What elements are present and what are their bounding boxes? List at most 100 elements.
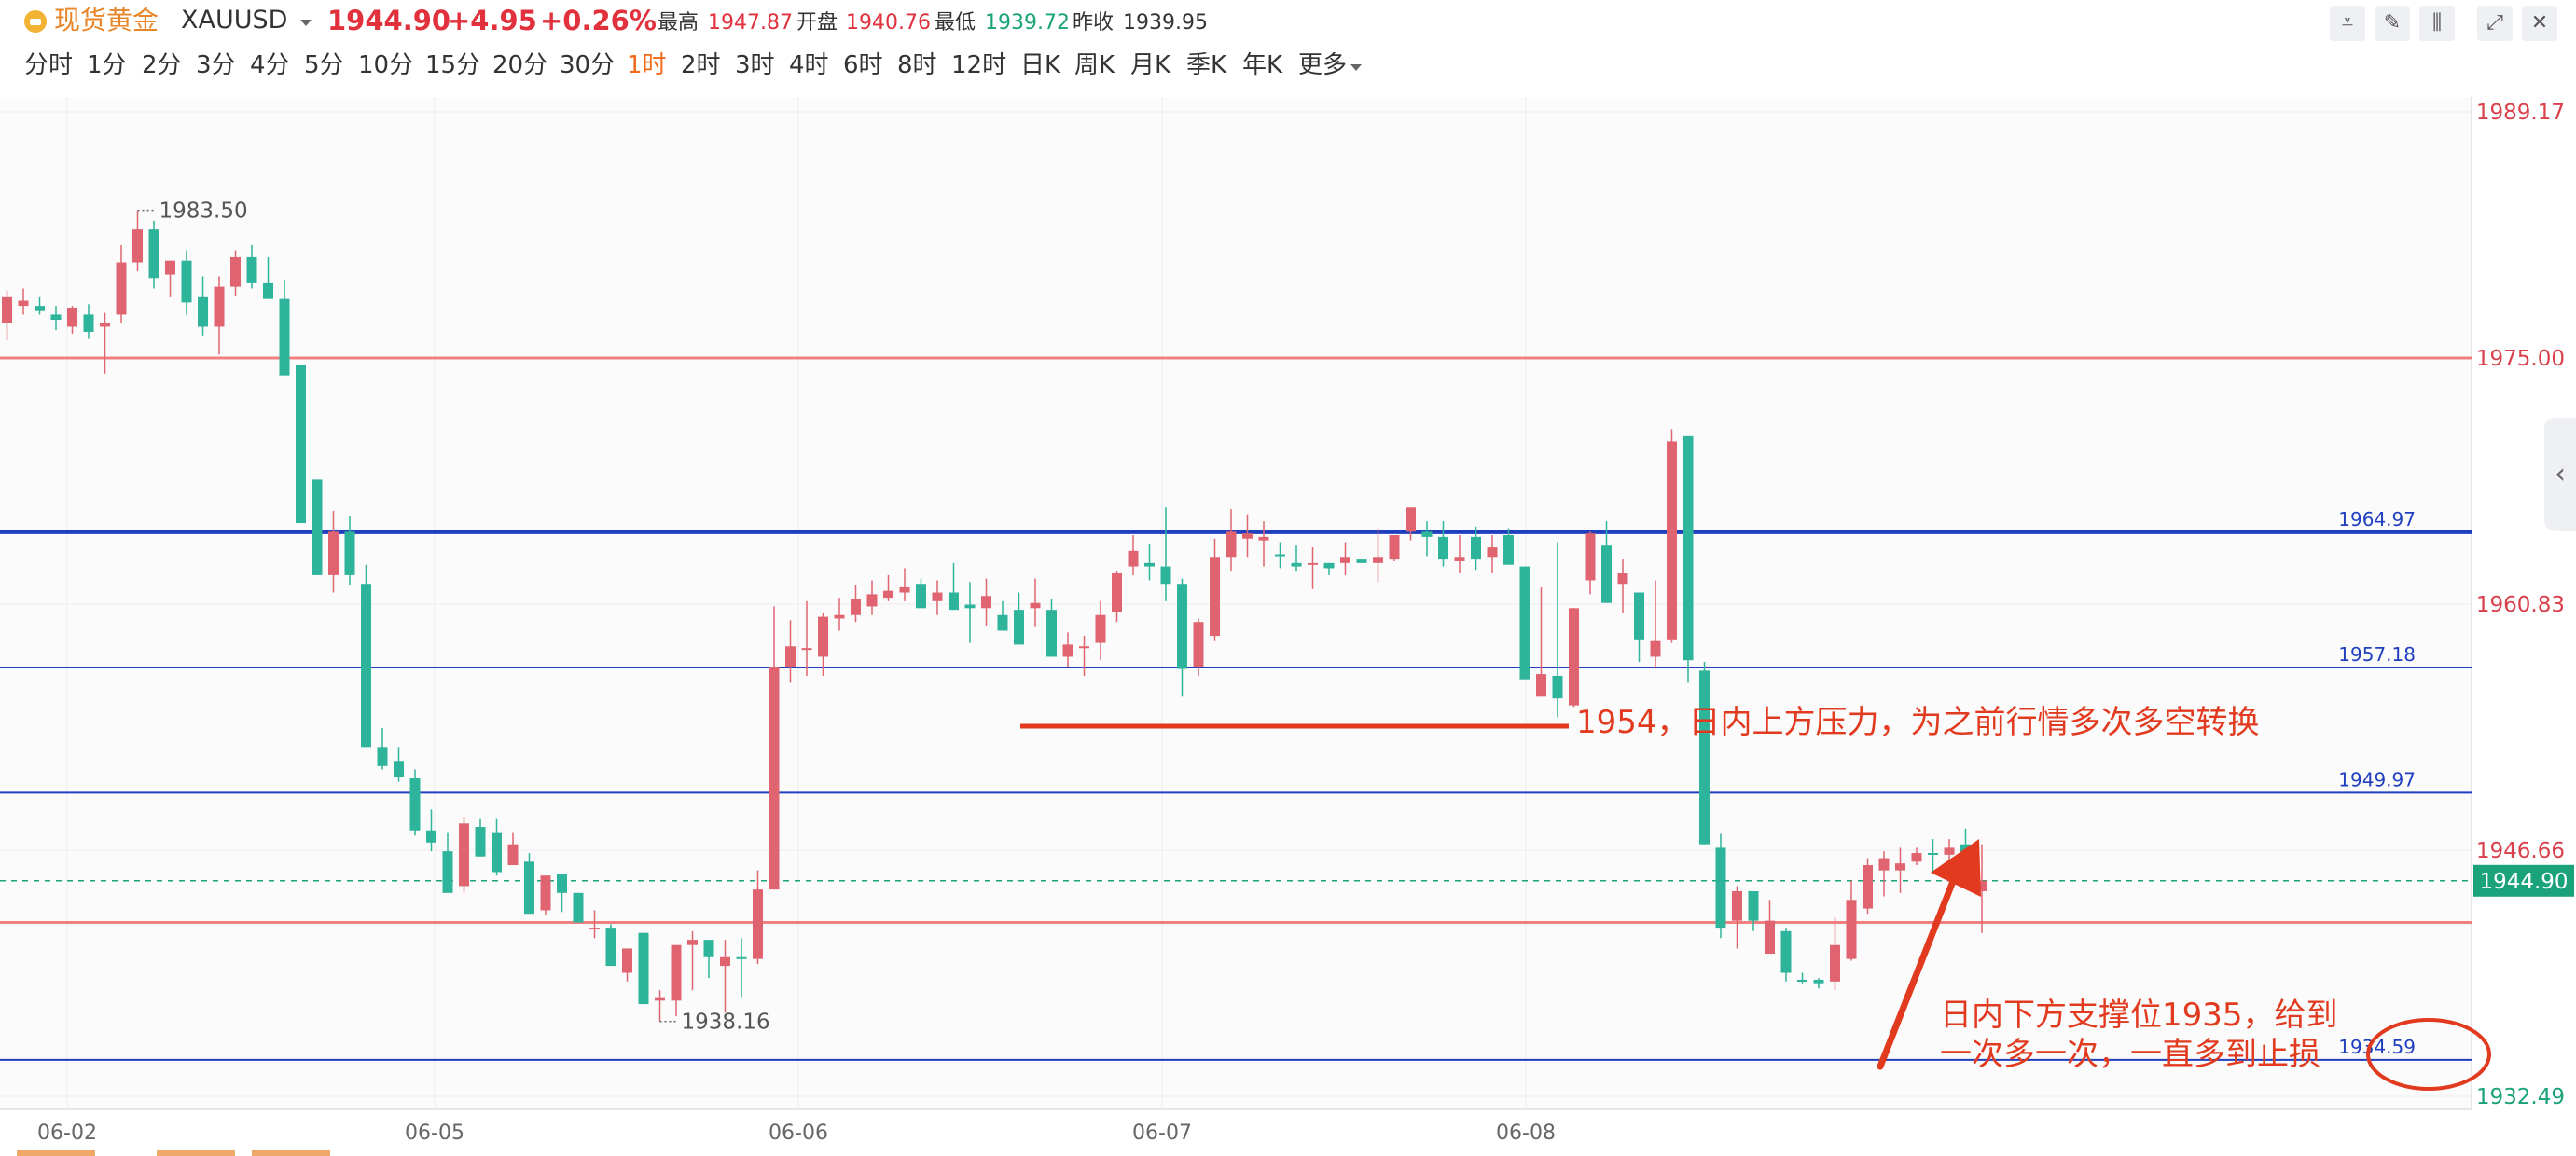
candle-body xyxy=(1275,554,1285,557)
tab-period[interactable]: 1分 xyxy=(87,51,127,79)
tab-period[interactable]: 3分 xyxy=(196,51,236,79)
support-annotation-line1: 日内下方支撑位1935，给到 xyxy=(1940,997,2338,1034)
quote-bar: 现货黄金 XAUUSD 1944.90 +4.95 +0.26% 最高 1947… xyxy=(0,0,2576,41)
tab-period-active[interactable]: 1时 xyxy=(627,51,667,79)
candle-body xyxy=(1895,863,1905,871)
x-tick-label: 06-02 xyxy=(37,1122,97,1145)
arrow-up-icon xyxy=(1931,839,1981,897)
candle-body xyxy=(736,956,747,959)
stat-prevclose-value: 1939.95 xyxy=(1123,11,1208,34)
tab-period[interactable]: 5分 xyxy=(304,51,344,79)
candle-body xyxy=(1014,610,1024,645)
candle-body xyxy=(1406,507,1416,532)
tab-period[interactable]: 4分 xyxy=(250,51,290,79)
candle-body xyxy=(409,778,421,831)
low-marker-label: 1938.16 xyxy=(682,1011,770,1035)
resistance-annotation: 1954，日内上方压力，为之前行情多次多空转换 xyxy=(1576,704,2260,741)
candle-body xyxy=(1258,536,1269,541)
close-icon[interactable]: ✕ xyxy=(2522,6,2557,41)
chevron-left-icon[interactable]: ‹ xyxy=(2544,418,2576,531)
footer-tab[interactable] xyxy=(252,1150,330,1156)
candle-body xyxy=(769,667,780,890)
expand-icon[interactable]: ⤢ xyxy=(2477,6,2513,41)
candle-body xyxy=(1030,602,1041,609)
tab-period[interactable]: 30分 xyxy=(560,51,616,79)
candle-body xyxy=(312,479,323,575)
candle-body xyxy=(834,614,845,619)
footer-tab[interactable] xyxy=(17,1150,95,1156)
tab-period[interactable]: 8时 xyxy=(897,51,937,79)
tab-period[interactable]: 15分 xyxy=(425,51,481,79)
candle-body xyxy=(851,599,861,615)
stat-open-label: 开盘 xyxy=(796,11,838,34)
candle-body xyxy=(1667,441,1677,640)
more-periods[interactable]: 更多 xyxy=(1298,51,1348,79)
candle-body xyxy=(230,256,241,287)
last-price: 1944.90 xyxy=(327,5,451,36)
annotation-arrow-shaft xyxy=(1877,863,1962,1070)
tab-period[interactable]: 3时 xyxy=(735,51,775,79)
footer-tab[interactable] xyxy=(157,1150,235,1156)
tab-period[interactable]: 季K xyxy=(1186,51,1227,79)
blue-level-label: 1949.97 xyxy=(2338,768,2416,791)
candle-body xyxy=(671,944,682,1001)
symbol-selector[interactable]: XAUUSD xyxy=(181,6,288,34)
line-draw-icon[interactable]: ⩡ xyxy=(2330,6,2365,41)
candle-body xyxy=(1438,536,1448,560)
tab-period[interactable]: 日K xyxy=(1020,51,1061,79)
candle-body xyxy=(181,260,192,303)
candle-body xyxy=(1617,573,1628,585)
candle-body xyxy=(899,586,910,593)
candle-body xyxy=(35,306,45,311)
candle-body xyxy=(1797,979,1807,982)
y-tick-label: 1975.00 xyxy=(2476,347,2565,371)
candle-body xyxy=(1878,858,1890,871)
candle-body xyxy=(801,648,812,651)
y-tick-label: 1960.83 xyxy=(2476,593,2565,617)
tab-period[interactable]: 10分 xyxy=(358,51,414,79)
tab-period[interactable]: 分时 xyxy=(24,51,74,79)
tab-period[interactable]: 2时 xyxy=(681,51,721,79)
candle-body xyxy=(1552,675,1563,699)
chevron-down-icon[interactable] xyxy=(1350,64,1362,71)
candle-body xyxy=(687,940,698,945)
candle-body xyxy=(703,940,714,957)
candle-body xyxy=(753,889,763,959)
x-tick-label: 06-06 xyxy=(769,1122,828,1145)
candle-body xyxy=(1046,610,1057,657)
tab-period[interactable]: 4时 xyxy=(789,51,829,79)
candle-body xyxy=(492,832,502,873)
tab-period[interactable]: 年K xyxy=(1242,51,1283,79)
instrument-name: 现货黄金 xyxy=(54,5,159,35)
candle-body xyxy=(981,596,991,609)
plot-background xyxy=(0,97,2472,1109)
axes: 1989.17 1975.00 1960.83 1946.66 1932.49 1944.… xyxy=(37,101,2574,1145)
candle-body xyxy=(132,229,143,263)
candle-body xyxy=(361,584,371,748)
tab-period[interactable]: 6时 xyxy=(843,51,883,79)
candle-body xyxy=(50,314,62,321)
tab-period[interactable]: 月K xyxy=(1130,51,1171,79)
candle-body xyxy=(1144,562,1155,567)
x-tick-label: 06-05 xyxy=(405,1122,464,1145)
candle-type-icon[interactable]: ⫼ xyxy=(2419,6,2455,41)
candle-body xyxy=(1634,592,1644,640)
candle-body xyxy=(426,830,436,843)
footer-tabs xyxy=(17,1150,330,1156)
pen-icon[interactable]: ✎ xyxy=(2375,6,2410,41)
chevron-down-icon[interactable] xyxy=(300,20,312,26)
period-tabs: 分时 1分 2分 3分 4分 5分 10分 15分 20分 30分 1时 2时 … xyxy=(0,47,1492,88)
candle-body xyxy=(1928,852,1938,855)
price-change: +4.95 xyxy=(448,5,537,36)
tab-period[interactable]: 12时 xyxy=(951,51,1007,79)
tab-period[interactable]: 周K xyxy=(1074,51,1115,79)
candle-body xyxy=(1210,557,1220,637)
candle-body xyxy=(573,892,584,923)
candle-body xyxy=(1062,644,1073,657)
candle-body xyxy=(1389,535,1400,560)
stat-low-value: 1939.72 xyxy=(985,11,1070,34)
tab-period[interactable]: 2分 xyxy=(142,51,182,79)
candle-body xyxy=(1846,900,1857,959)
tab-period[interactable]: 20分 xyxy=(492,51,548,79)
